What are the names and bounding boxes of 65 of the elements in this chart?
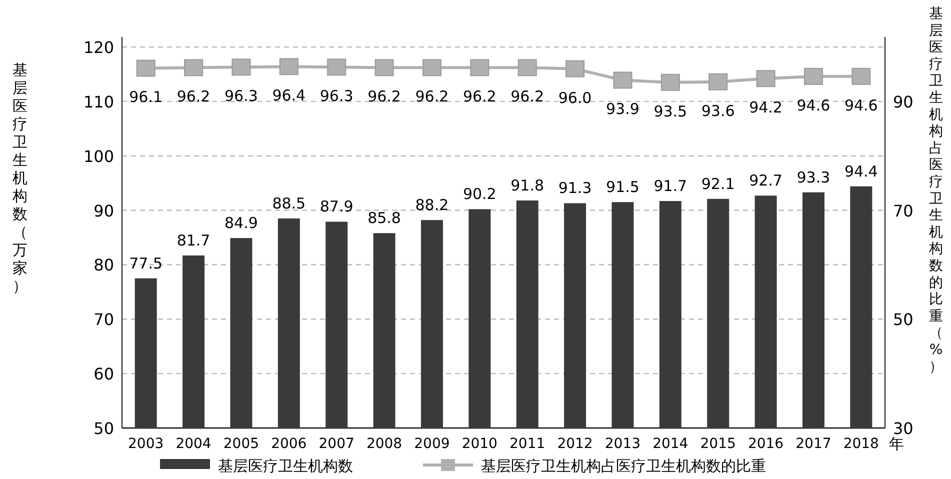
data-label: 85.8	[368, 209, 401, 228]
x-tick-label: 2004	[176, 436, 212, 452]
x-tick-label: 2014	[652, 436, 688, 452]
data-label: 92.7	[749, 172, 782, 190]
data-label: 90.2	[462, 185, 496, 204]
data-label: 96.2	[510, 88, 544, 106]
data-label: 94.4	[844, 162, 878, 180]
data-label: 84.9	[224, 214, 258, 232]
y-tick-label: 110	[83, 92, 114, 112]
x-tick-label: 2017	[796, 436, 832, 452]
data-label: 96.2	[415, 88, 449, 106]
data-label: 77.5	[129, 254, 163, 272]
data-label: 88.2	[415, 196, 449, 214]
data-label: 96.2	[462, 88, 496, 106]
legend-label: 基层医疗卫生机构数	[218, 457, 353, 475]
x-tick-label: 2005	[223, 436, 260, 452]
y-tick-label: 50	[94, 419, 114, 438]
y-tick-label: 70	[94, 310, 114, 330]
data-label: 94.6	[796, 96, 830, 114]
data-label: 96.2	[368, 88, 401, 106]
data-label: 93.5	[654, 102, 688, 120]
data-label: 96.0	[558, 88, 592, 107]
data-label: 93.9	[606, 100, 640, 118]
y-tick-label: 90	[94, 201, 114, 220]
data-label: 96.2	[176, 88, 210, 106]
y-tick-label: 120	[83, 38, 114, 57]
data-label: 93.3	[796, 168, 830, 186]
data-label: 96.3	[320, 87, 354, 106]
data-label: 81.7	[176, 231, 210, 250]
x-tick-label: 2003	[128, 436, 164, 452]
y-tick-label: 80	[94, 256, 114, 275]
x-tick-label: 2008	[366, 436, 402, 452]
data-label: 96.4	[272, 86, 306, 105]
x-tick-label: 2010	[462, 436, 498, 452]
data-label: 96.1	[129, 88, 163, 106]
data-label: 93.6	[701, 102, 735, 120]
legend-label: 基层医疗卫生机构占医疗卫生机构数的比重	[481, 457, 766, 475]
data-label: 91.5	[606, 178, 640, 196]
y2-tick-label: 30	[893, 419, 914, 438]
x-tick-label: 2011	[510, 436, 546, 452]
data-label: 94.2	[749, 98, 782, 117]
x-tick-label: 2007	[318, 436, 354, 452]
data-label: 87.9	[320, 198, 354, 216]
data-label: 91.3	[558, 179, 592, 198]
data-label: 91.7	[654, 177, 688, 196]
x-tick-label: 2018	[843, 436, 879, 452]
text: 基层医疗卫生机构数（万家）	[12, 61, 28, 295]
x-axis-title: 年	[889, 435, 904, 453]
y-tick-label: 60	[94, 364, 114, 384]
x-tick-label: 2012	[557, 436, 593, 452]
data-label: 94.6	[844, 96, 878, 114]
y-tick-label: 100	[83, 146, 114, 166]
x-tick-label: 2009	[414, 436, 450, 452]
x-tick-label: 2016	[748, 436, 784, 452]
data-label: 91.8	[510, 176, 544, 194]
text: 基层医疗卫生机构占医疗卫生机构数的比重（%）	[929, 6, 943, 375]
y2-tick-label: 50	[893, 310, 914, 330]
y2-tick-label: 70	[893, 201, 914, 220]
data-label: 96.3	[224, 87, 258, 106]
x-tick-label: 2006	[271, 436, 307, 452]
x-tick-label: 2013	[604, 436, 641, 452]
data-label: 92.1	[701, 174, 735, 193]
x-tick-label: 2015	[700, 436, 736, 452]
data-label: 88.5	[272, 194, 306, 212]
y2-tick-label: 90	[893, 92, 914, 112]
